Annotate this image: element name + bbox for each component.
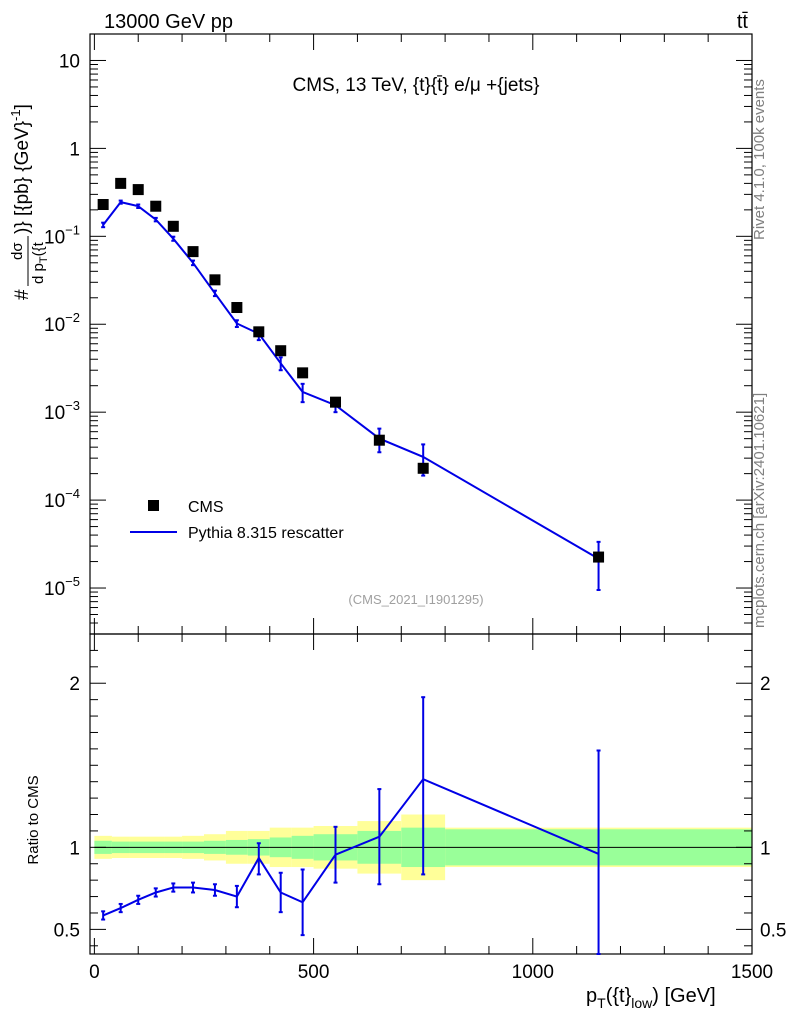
legend: CMS Pythia 8.315 rescatter bbox=[130, 499, 344, 542]
beam-label: 13000 GeV pp bbox=[104, 11, 233, 33]
main-ytick-label: 10−3 bbox=[44, 398, 80, 424]
source-label: mcplots.cern.ch [arXiv:2401.10621] bbox=[751, 393, 768, 628]
ratio-frame bbox=[89, 633, 753, 955]
mc-line bbox=[102, 200, 600, 560]
process-label: tt̄ bbox=[737, 11, 749, 33]
ratio-ytick-label-right: 1 bbox=[760, 838, 771, 859]
xtick-label: 1000 bbox=[512, 962, 554, 983]
cms-point bbox=[132, 184, 144, 196]
cms-point bbox=[593, 551, 605, 563]
cms-point bbox=[167, 220, 179, 232]
main-ytick-label: 1 bbox=[69, 139, 80, 160]
svg-text:pT({t}low) [GeV]: pT({t}low) [GeV] bbox=[586, 985, 716, 1011]
cms-point bbox=[417, 462, 429, 474]
rivet-label: Rivet 4.1.0, 100k events bbox=[751, 79, 768, 240]
main-panel: CMS, 13 TeV, {t}{t̄} e/μ +{jets} (CMS_20… bbox=[8, 33, 753, 635]
ratio-ytick-label: 1 bbox=[69, 838, 80, 859]
cms-point bbox=[297, 367, 309, 379]
xtick-label: 0 bbox=[89, 962, 100, 983]
cms-point bbox=[231, 302, 243, 314]
main-ytick-label: 10 bbox=[59, 51, 80, 72]
xtick-label: 1500 bbox=[731, 962, 773, 983]
cms-point bbox=[373, 434, 385, 446]
cms-point bbox=[253, 326, 265, 338]
svg-text:dσ: dσ bbox=[9, 242, 26, 260]
legend-cms-label: CMS bbox=[188, 499, 224, 516]
ratio-panel: 0.5 0.5 1 1 2 2 0 500 1000 1500 Ratio to CMS pT(… bbox=[25, 633, 786, 1011]
xtick-label: 500 bbox=[298, 962, 330, 983]
cms-point bbox=[187, 246, 199, 258]
ratio-ytick-label: 0.5 bbox=[54, 920, 80, 941]
cms-point bbox=[115, 177, 127, 189]
main-watermark: (CMS_2021_I1901295) bbox=[348, 592, 483, 607]
cms-point bbox=[150, 200, 162, 212]
main-title: CMS, 13 TeV, {t}{t̄} e/μ +{jets} bbox=[292, 75, 539, 96]
main-ytick-label: 10−5 bbox=[44, 574, 80, 600]
ratio-ytick-label-right: 2 bbox=[760, 674, 771, 695]
main-ytick-label: 10−1 bbox=[44, 222, 80, 248]
legend-mc-label: Pythia 8.315 rescatter bbox=[188, 525, 344, 542]
x-axis-label: pT({t}low) [GeV] bbox=[586, 985, 716, 1011]
ratio-ytick-label-right: 0.5 bbox=[760, 920, 786, 941]
main-ytick-label: 10−2 bbox=[44, 310, 80, 336]
cms-point bbox=[275, 345, 287, 357]
main-ytick-label: 10−4 bbox=[44, 486, 80, 512]
svg-text:)} [{pb} {GeV}-1]: )} [{pb} {GeV}-1] bbox=[8, 104, 33, 234]
cms-point bbox=[330, 396, 342, 408]
main-frame bbox=[89, 33, 753, 635]
cms-point bbox=[97, 199, 109, 211]
ratio-ytick-label: 2 bbox=[69, 674, 80, 695]
svg-text:#: # bbox=[12, 289, 33, 300]
main-ylabel: # dσ d pT({t )} [{pb} {GeV}-1] bbox=[8, 104, 50, 300]
cms-point bbox=[209, 274, 221, 286]
ratio-ylabel: Ratio to CMS bbox=[25, 775, 42, 864]
svg-text:d pT({t: d pT({t bbox=[30, 241, 50, 284]
legend-cms-marker bbox=[148, 500, 159, 511]
